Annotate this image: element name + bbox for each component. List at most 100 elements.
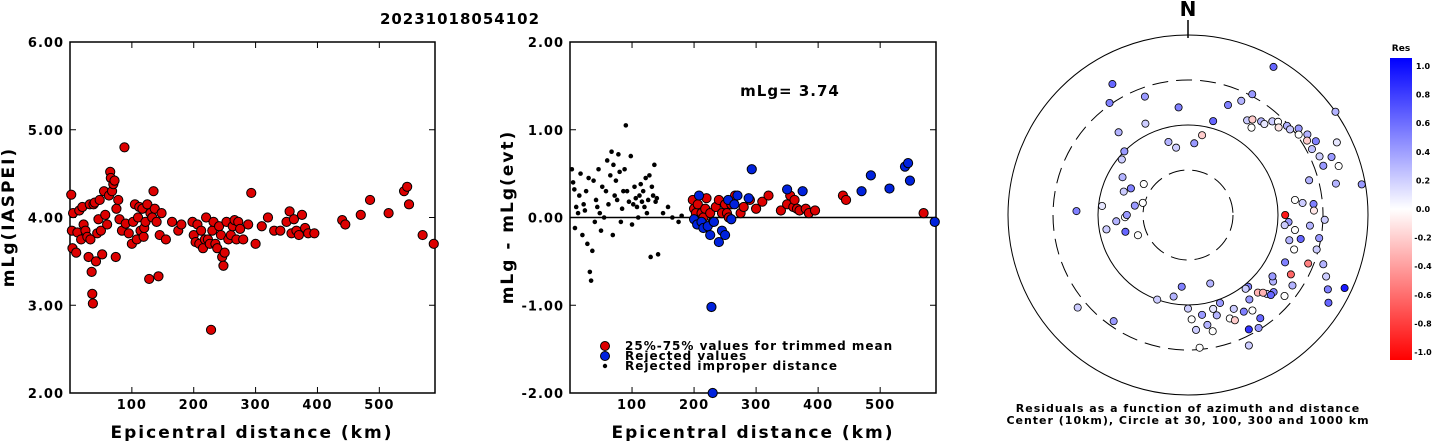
data-point-improper <box>596 166 601 172</box>
polar-caption-line1: Residuals as a function of azimuth and d… <box>1016 402 1360 415</box>
p0-ytick-label: 5.00 <box>28 124 64 139</box>
data-point-improper <box>591 178 596 183</box>
polar-station-point <box>1237 96 1246 105</box>
data-point-rejected <box>706 301 717 313</box>
polar-station-point <box>1230 316 1239 325</box>
polar-station-point <box>1153 295 1162 304</box>
data-point-improper <box>608 173 613 178</box>
polar-station-point <box>1206 279 1215 288</box>
polar-station-point <box>1254 323 1263 332</box>
polar-station-point <box>1172 143 1181 152</box>
data-point-improper <box>639 199 645 205</box>
polar-station-point <box>1305 221 1314 230</box>
data-point-trimmed <box>132 212 144 223</box>
north-label: N <box>1180 0 1197 21</box>
polar-station-point <box>1357 180 1366 189</box>
data-point-trimmed <box>151 216 162 227</box>
panel-magnitude-ylabel: mLg(IASPEI) <box>0 147 19 287</box>
data-point-improper <box>599 184 605 190</box>
data-point-improper <box>611 162 616 168</box>
legend-marker-rejected <box>600 351 610 361</box>
colorbar-tick-label: 0.6 <box>1416 119 1431 128</box>
data-point-trimmed <box>763 190 774 201</box>
data-point-trimmed <box>83 251 94 263</box>
colorbar-tick-label: 0.4 <box>1416 148 1431 157</box>
data-point-trimmed <box>284 206 295 217</box>
polar-station-point <box>1139 180 1148 189</box>
polar-station-point <box>1286 125 1295 134</box>
data-point-trimmed <box>142 199 153 210</box>
legend-label-improper: Rejected improper distance <box>625 359 838 373</box>
figure-title: 20231018054102 <box>380 10 540 28</box>
polar-station-point <box>1259 288 1268 297</box>
panel-polar: N Residuals as a function of azimuth and… <box>1006 0 1369 427</box>
data-point-trimmed <box>100 209 111 220</box>
data-point-improper <box>577 193 582 198</box>
data-point-trimmed <box>918 208 929 219</box>
polar-station-point <box>1248 90 1257 99</box>
data-point-trimmed <box>243 219 254 230</box>
polar-station-point <box>1266 291 1275 300</box>
data-point-trimmed <box>153 271 164 282</box>
p0-xtick-label: 400 <box>302 398 332 413</box>
data-point-trimmed <box>738 201 749 213</box>
p0-ytick-label: 3.00 <box>28 299 64 314</box>
data-point-trimmed <box>840 194 852 206</box>
data-point-improper <box>634 204 640 210</box>
data-point-improper <box>643 175 648 181</box>
data-point-improper <box>581 202 586 207</box>
data-point-rejected <box>693 190 705 201</box>
data-point-trimmed <box>71 247 82 258</box>
data-point-trimmed <box>262 212 274 223</box>
polar-station-point <box>1102 225 1111 234</box>
data-point-improper <box>598 228 604 233</box>
polar-station-point <box>1288 281 1297 290</box>
data-point-trimmed <box>109 175 120 186</box>
data-point-improper <box>655 252 661 257</box>
data-point-rejected <box>726 214 737 225</box>
p0-xtick-label: 500 <box>364 398 394 413</box>
data-point-improper <box>601 215 607 220</box>
data-point-rejected <box>884 183 895 194</box>
polar-station-point <box>1109 317 1118 326</box>
data-point-improper <box>648 254 653 260</box>
polar-station-point <box>1117 155 1126 164</box>
data-point-trimmed <box>111 203 122 214</box>
data-point-improper <box>652 162 657 168</box>
colorbar-title: Res <box>1392 44 1410 54</box>
data-point-trimmed <box>809 205 821 216</box>
data-point-trimmed <box>218 260 229 271</box>
data-point-trimmed <box>95 225 107 236</box>
polar-station-point <box>1203 320 1212 329</box>
data-point-trimmed <box>215 229 227 241</box>
data-point-improper <box>575 210 581 216</box>
ring-1000km <box>1007 34 1369 396</box>
polar-station-point <box>1269 62 1278 71</box>
polar-station-point <box>1280 291 1289 300</box>
data-point-improper <box>593 197 599 203</box>
data-point-trimmed <box>789 194 800 206</box>
data-point-improper <box>635 215 641 220</box>
data-point-improper <box>609 149 614 154</box>
data-point-trimmed <box>238 234 249 245</box>
panel-residual-xlabel: Epicentral distance (km) <box>612 423 895 441</box>
data-point-trimmed <box>123 228 134 239</box>
data-point-trimmed <box>235 223 246 235</box>
polar-station-point <box>1122 210 1131 219</box>
polar-station-point <box>1309 200 1318 209</box>
p1-xtick-label: 200 <box>679 398 709 413</box>
data-point-trimmed <box>201 212 212 223</box>
data-point-improper <box>645 197 651 203</box>
data-point-trimmed <box>403 199 415 210</box>
polar-station-point <box>1309 206 1318 215</box>
polar-station-point <box>1334 162 1343 171</box>
data-point-trimmed <box>205 324 217 335</box>
polar-station-point <box>1319 161 1328 170</box>
data-point-rejected <box>797 186 808 197</box>
polar-station-point <box>1138 198 1147 207</box>
polar-station-point <box>1260 119 1269 128</box>
polar-station-point <box>1192 325 1201 334</box>
polar-station-point <box>1244 341 1253 350</box>
data-point-rejected <box>746 164 757 175</box>
data-point-improper <box>626 199 632 205</box>
